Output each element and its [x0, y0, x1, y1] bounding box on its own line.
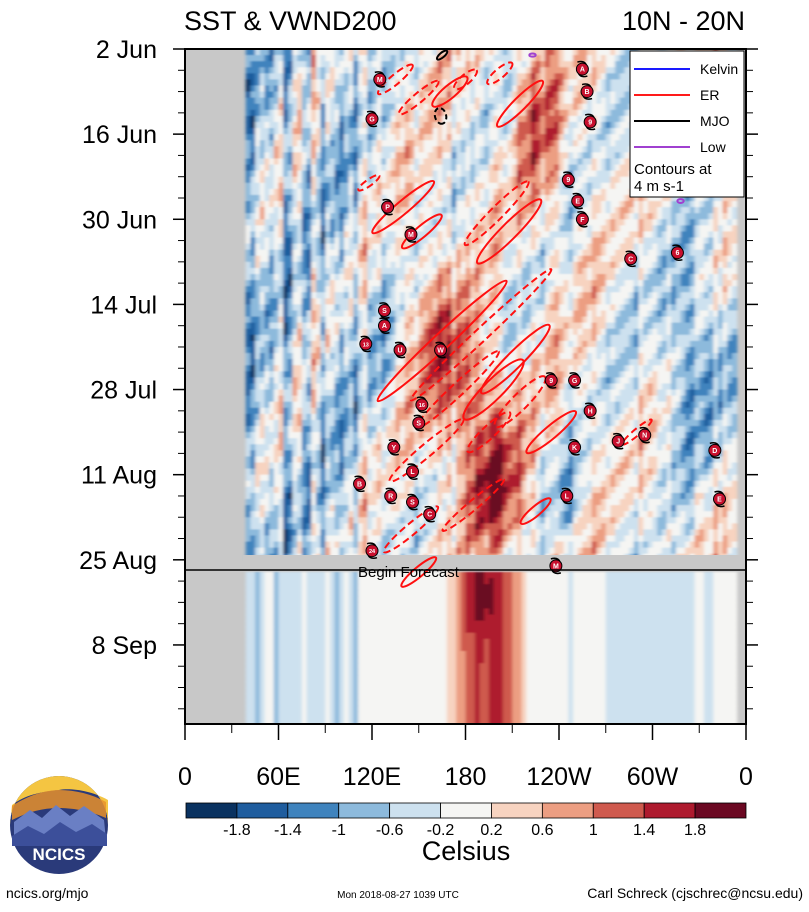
- storm-label: B: [357, 481, 362, 488]
- forecast-gap: [243, 555, 746, 569]
- colorbar-swatch: [390, 803, 441, 818]
- storm-label: F: [580, 217, 585, 224]
- colorbar-swatch: [441, 803, 492, 818]
- x-tick-label: 120W: [526, 763, 592, 791]
- legend-note-line2: 4 m s-1: [634, 178, 684, 195]
- storm-label: S: [416, 420, 421, 427]
- x-tick-label: 0: [178, 763, 192, 791]
- logo-text: NCICS: [33, 845, 86, 864]
- y-tick-label: 28 Jul: [90, 377, 157, 405]
- storm-label: 13: [363, 342, 369, 348]
- colorbar-swatch: [237, 803, 288, 818]
- storm-label: E: [717, 497, 722, 504]
- colorbar-tick-label: 1.4: [633, 822, 655, 839]
- storm-label: 6: [675, 250, 679, 257]
- x-tick-label: 60W: [627, 763, 679, 791]
- storm-label: R: [388, 493, 393, 500]
- storm-label: A: [382, 323, 387, 330]
- legend-label: Low: [700, 139, 727, 155]
- storm-label: 9: [566, 177, 570, 184]
- legend-label: Kelvin: [700, 61, 738, 77]
- colorbar-swatch: [288, 803, 339, 818]
- legend-label: MJO: [700, 113, 730, 129]
- colorbar-swatch: [593, 803, 644, 818]
- y-tick-label: 8 Sep: [92, 632, 157, 660]
- storm-label: P: [385, 205, 390, 212]
- footer-center: Mon 2018-08-27 1039 UTC: [337, 890, 459, 901]
- forecast-label: Begin Forecast: [358, 564, 460, 581]
- x-tick-label: 120E: [343, 763, 401, 791]
- ncics-logo: NCICS: [10, 776, 108, 874]
- colorbar-label: Celsius: [422, 836, 511, 866]
- storm-label: 9: [588, 119, 592, 126]
- y-tick-label: 16 Jun: [82, 121, 157, 149]
- x-tick-label: 180: [445, 763, 487, 791]
- x-tick-label: 0: [739, 763, 753, 791]
- colorbar-swatch: [542, 803, 593, 818]
- y-tick-label: 30 Jun: [82, 206, 157, 234]
- colorbar-swatch: [695, 803, 746, 818]
- storm-label: S: [382, 308, 387, 315]
- colorbar-tick-label: -0.6: [376, 822, 404, 839]
- x-tick-label: 60E: [256, 763, 300, 791]
- storm-label: C: [628, 256, 633, 263]
- storm-label: 9: [549, 378, 553, 385]
- chart-title-left: SST & VWND200: [184, 6, 397, 36]
- legend-label: ER: [700, 87, 719, 103]
- legend: Kelvin ER MJO Low Contours at 4 m s-1: [630, 51, 744, 197]
- storm-label: M: [377, 77, 383, 84]
- colorbar-tick-label: 1.8: [684, 822, 706, 839]
- storm-label: E: [575, 199, 580, 206]
- footer-left: ncics.org/mjo: [6, 885, 89, 901]
- storm-label: W: [437, 348, 444, 355]
- legend-note-line1: Contours at: [634, 161, 712, 178]
- storm-label: N: [642, 433, 647, 440]
- storm-label: A: [580, 67, 585, 74]
- footer-right: Carl Schreck (cjschrec@ncsu.edu): [587, 885, 803, 901]
- y-tick-label: 2 Jun: [96, 36, 157, 64]
- colorbar-swatch: [491, 803, 542, 818]
- storm-label: K: [572, 445, 577, 452]
- y-tick-label: 25 Aug: [79, 547, 157, 575]
- colorbar-tick-label: -1.8: [223, 822, 251, 839]
- storm-label: L: [565, 493, 570, 500]
- chart-title-right: 10N - 20N: [622, 6, 745, 36]
- colorbar-swatch: [644, 803, 695, 818]
- y-tick-label: 14 Jul: [90, 291, 157, 319]
- storm-label: S: [410, 500, 415, 507]
- storm-label: U: [398, 348, 403, 355]
- colorbar-swatch: [339, 803, 390, 818]
- storm-label: Y: [391, 445, 396, 452]
- storm-label: 24: [369, 549, 376, 555]
- storm-label: C: [427, 512, 432, 519]
- colorbar-tick-label: 1: [589, 822, 598, 839]
- storm-label: 16: [419, 403, 425, 409]
- y-tick-label: 11 Aug: [81, 462, 157, 490]
- colorbar-swatch: [186, 803, 237, 818]
- storm-label: G: [572, 378, 578, 385]
- storm-label: D: [712, 448, 717, 455]
- storm-label: H: [588, 408, 593, 415]
- colorbar-tick-label: -1: [332, 822, 346, 839]
- colorbar-tick-label: -1.4: [274, 822, 302, 839]
- storm-label: L: [410, 469, 415, 476]
- colorbar-tick-label: 0.6: [531, 822, 553, 839]
- storm-label: M: [408, 232, 414, 239]
- storm-label: J: [616, 439, 620, 446]
- storm-label: B: [585, 89, 590, 96]
- storm-label: G: [369, 116, 375, 123]
